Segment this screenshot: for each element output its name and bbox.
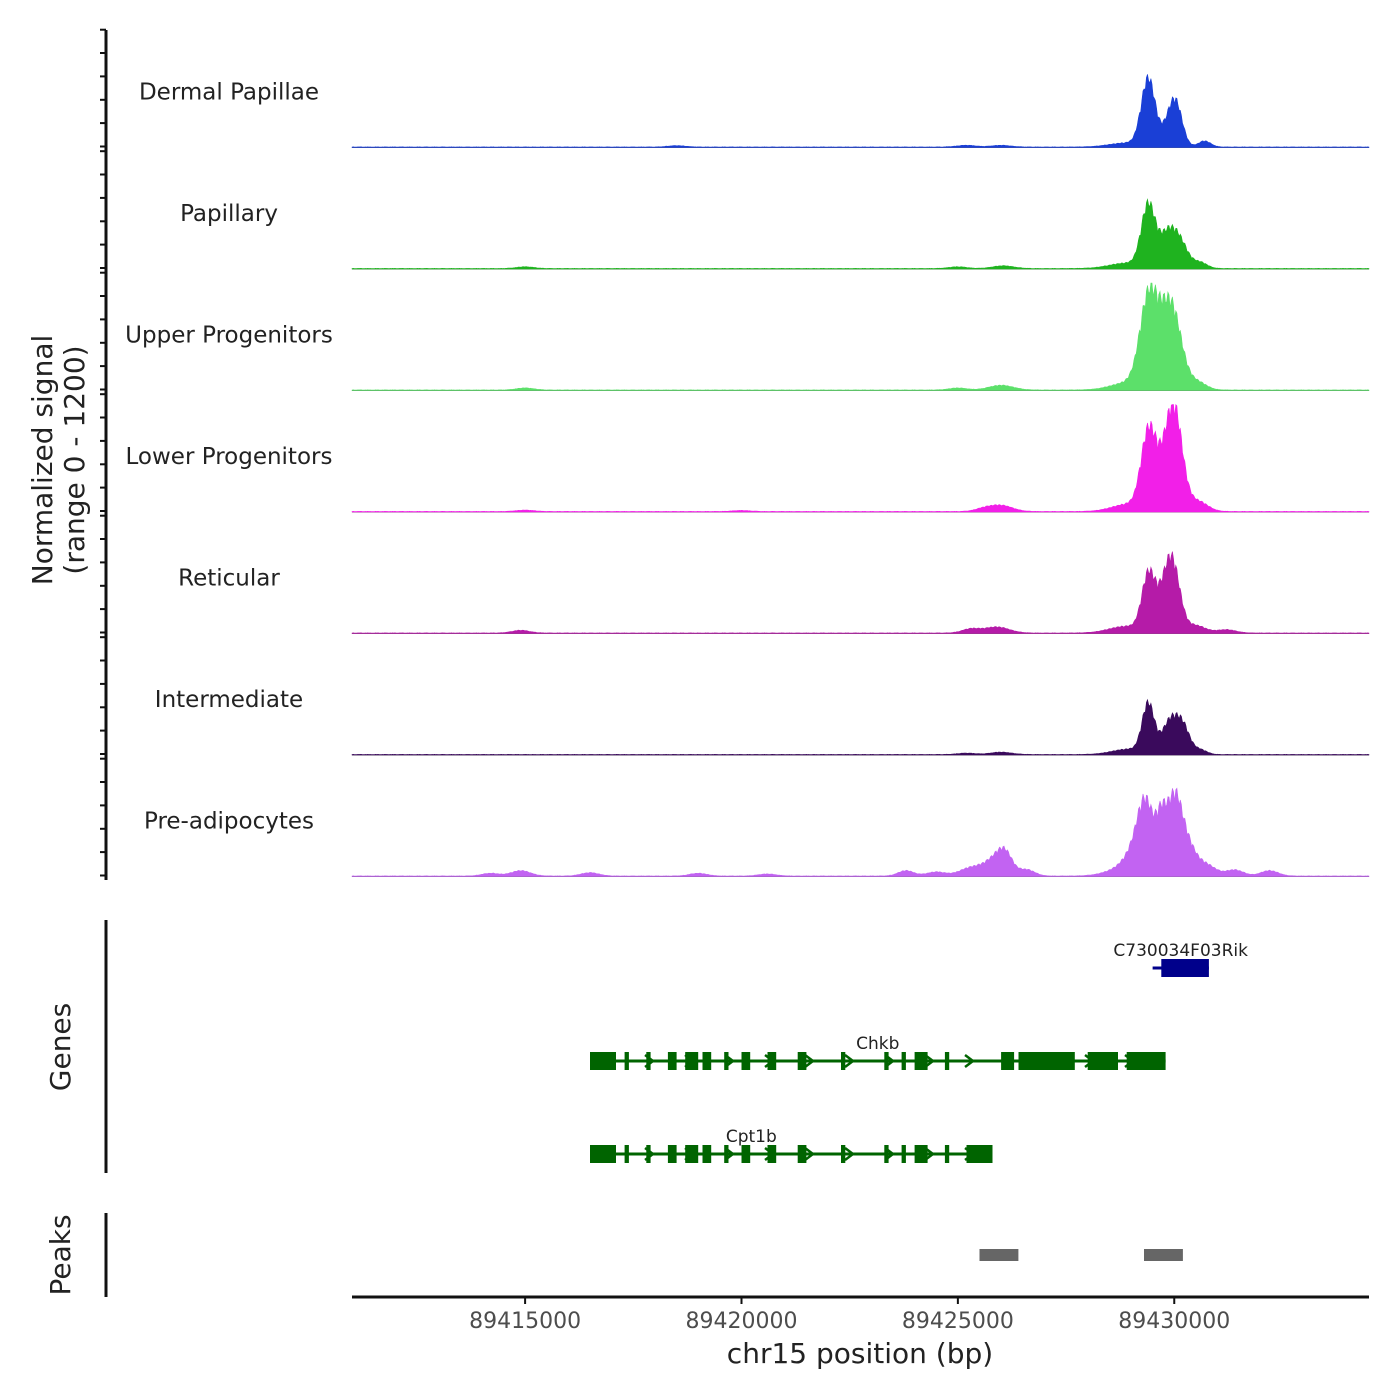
gene-exon xyxy=(797,1052,807,1070)
peaks-panel-label: Peaks xyxy=(44,1214,77,1295)
peak-region xyxy=(1144,1249,1183,1261)
gene-exon xyxy=(841,1145,846,1163)
peak-regions xyxy=(979,1249,1183,1261)
gene-exon xyxy=(1087,1052,1118,1070)
gene-strand-arrow xyxy=(804,1054,816,1068)
gene-exon xyxy=(884,1145,889,1163)
gene-exon xyxy=(1161,959,1209,977)
gene-strand-arrow xyxy=(924,1147,936,1161)
gene-C730034F03Rik: C730034F03Rik xyxy=(1113,941,1248,977)
gene-exon xyxy=(944,1145,950,1163)
gene-exon xyxy=(797,1145,807,1163)
gene-strand-arrow xyxy=(964,1054,976,1068)
gene-Chkb: Chkb xyxy=(590,1034,1166,1070)
signal-y-axis xyxy=(100,28,108,880)
gene-Cpt1b: Cpt1b xyxy=(590,1127,993,1163)
gene-exon xyxy=(767,1052,777,1070)
x-tick-label: 89420000 xyxy=(685,1309,797,1334)
genes-panel-label: Genes xyxy=(44,1003,77,1091)
track-5: Intermediate xyxy=(155,687,1370,756)
gene-exon xyxy=(884,1052,889,1070)
track-label: Reticular xyxy=(178,566,280,592)
y-axis-title-line2: (range 0 - 1200) xyxy=(58,345,91,574)
x-tick-label: 89425000 xyxy=(902,1309,1014,1334)
gene-exon xyxy=(901,1145,906,1163)
x-tick-label: 89415000 xyxy=(469,1309,581,1334)
gene-exon xyxy=(841,1052,846,1070)
x-axis: 89415000 89420000 89425000 89430000 xyxy=(352,1295,1369,1334)
signal-tracks: Dermal Papillae Papillary Upper Progenitor… xyxy=(125,74,1370,877)
gene-exon xyxy=(944,1052,950,1070)
gene-exon xyxy=(624,1052,629,1070)
gene-name-label: C730034F03Rik xyxy=(1113,941,1248,961)
track-6: Pre-adipocytes xyxy=(144,787,1370,877)
gene-exon xyxy=(685,1052,699,1070)
track-label: Intermediate xyxy=(155,687,303,713)
track-signal-area xyxy=(351,198,1370,270)
track-3: Lower Progenitors xyxy=(126,403,1370,513)
track-signal-area xyxy=(351,787,1370,877)
track-label: Lower Progenitors xyxy=(126,444,333,470)
x-tick-label: 89430000 xyxy=(1118,1309,1230,1334)
track-4: Reticular xyxy=(178,551,1370,634)
gene-strand-arrow xyxy=(924,1054,936,1068)
x-axis-title: chr15 position (bp) xyxy=(727,1337,993,1370)
gene-exon xyxy=(914,1145,928,1163)
gene-annotations: C730034F03Rik Chkb Cpt1b xyxy=(590,941,1248,1163)
gene-strand-arrow xyxy=(844,1147,856,1161)
gene-strand-arrow xyxy=(804,1147,816,1161)
gene-strand-arrow xyxy=(844,1054,856,1068)
peak-region xyxy=(979,1249,1019,1261)
gene-exon xyxy=(646,1052,651,1070)
gene-exon xyxy=(667,1052,677,1070)
gene-exon xyxy=(914,1052,928,1070)
track-0: Dermal Papillae xyxy=(139,74,1370,148)
track-1: Papillary xyxy=(180,198,1370,270)
track-2: Upper Progenitors xyxy=(125,282,1370,391)
track-signal-area xyxy=(351,551,1370,634)
gene-exon xyxy=(1018,1052,1075,1070)
gene-exon xyxy=(590,1145,616,1163)
gene-exon xyxy=(767,1145,777,1163)
gene-exon xyxy=(667,1145,677,1163)
gene-exon xyxy=(1001,1052,1015,1070)
track-label: Upper Progenitors xyxy=(125,323,333,349)
gene-exon xyxy=(724,1145,729,1163)
gene-exon xyxy=(741,1052,751,1070)
gene-exon xyxy=(702,1145,712,1163)
track-signal-area xyxy=(351,403,1370,513)
gene-exon xyxy=(702,1052,712,1070)
gene-exon xyxy=(966,1145,993,1163)
gene-exon xyxy=(741,1145,751,1163)
gene-exon xyxy=(646,1145,651,1163)
track-label: Papillary xyxy=(180,201,278,227)
gene-name-label: Chkb xyxy=(856,1034,899,1054)
track-label: Pre-adipocytes xyxy=(144,809,314,835)
gene-exon xyxy=(590,1052,616,1070)
y-axis-title-line1: Normalized signal xyxy=(26,335,59,586)
gene-exon xyxy=(1126,1052,1166,1070)
gene-exon xyxy=(685,1145,699,1163)
gene-exon xyxy=(624,1145,629,1163)
track-label: Dermal Papillae xyxy=(139,80,319,106)
gene-exon xyxy=(724,1052,729,1070)
gene-name-label: Cpt1b xyxy=(726,1127,777,1147)
track-signal-area xyxy=(351,282,1370,391)
gene-exon xyxy=(901,1052,906,1070)
track-signal-area xyxy=(351,74,1370,148)
track-signal-area xyxy=(351,698,1370,756)
